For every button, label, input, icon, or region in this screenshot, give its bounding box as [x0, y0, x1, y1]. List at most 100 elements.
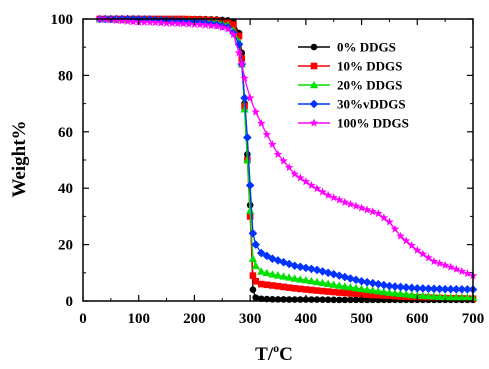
y-tick-label: 100 — [51, 12, 74, 28]
data-point — [335, 289, 343, 296]
data-point — [235, 32, 243, 40]
data-point — [273, 256, 283, 265]
data-point — [429, 257, 439, 266]
data-point — [230, 21, 237, 28]
data-point — [341, 289, 349, 297]
data-point — [212, 21, 221, 30]
legend-label: 10% DDGS — [337, 59, 402, 74]
data-point — [369, 291, 377, 299]
data-point — [407, 290, 416, 299]
y-tick-label: 0 — [66, 294, 74, 310]
data-point — [396, 282, 405, 292]
data-point — [248, 254, 258, 262]
data-point — [396, 231, 405, 240]
data-point — [363, 291, 371, 298]
data-point — [273, 271, 283, 279]
series-2 — [96, 15, 477, 303]
data-point — [413, 245, 422, 254]
data-point — [173, 19, 182, 28]
data-point — [435, 284, 444, 294]
data-point — [329, 269, 339, 279]
data-point — [429, 284, 439, 294]
data-point — [252, 294, 260, 301]
x-tick-label: 600 — [406, 311, 429, 327]
data-point — [401, 236, 411, 245]
data-point — [446, 284, 456, 294]
data-point — [424, 291, 433, 300]
data-point — [324, 279, 333, 287]
data-point — [280, 283, 287, 291]
data-point — [418, 284, 428, 293]
data-point — [290, 274, 299, 282]
data-point — [374, 286, 383, 295]
data-point — [128, 17, 138, 26]
data-point — [284, 163, 294, 172]
data-point — [452, 293, 461, 301]
series-3 — [95, 14, 478, 301]
data-point — [340, 197, 350, 206]
data-point — [262, 268, 271, 277]
data-point — [357, 284, 366, 293]
data-point — [435, 292, 444, 301]
data-point — [240, 105, 249, 113]
data-point — [301, 177, 311, 186]
data-point — [318, 278, 327, 287]
x-axis-title: T/oC — [255, 341, 293, 365]
x-tick-label: 200 — [183, 311, 206, 327]
data-point — [245, 93, 255, 102]
data-point — [252, 277, 260, 285]
data-point — [162, 18, 171, 27]
data-point — [301, 263, 311, 273]
data-point — [386, 292, 393, 300]
data-point — [140, 17, 149, 26]
data-point — [346, 199, 355, 208]
data-point — [358, 290, 365, 298]
data-point — [329, 193, 338, 202]
series-5 — [95, 14, 478, 280]
data-point — [335, 281, 344, 289]
x-tick-label: 400 — [295, 311, 318, 327]
series-line — [99, 18, 473, 301]
legend-marker — [309, 99, 319, 109]
x-tick-label: 500 — [350, 311, 373, 327]
data-point — [256, 248, 266, 258]
legend-entry-4: 30%vDDGS — [298, 97, 406, 112]
data-point — [295, 262, 305, 272]
data-point — [312, 184, 322, 193]
data-point — [285, 273, 294, 281]
data-point — [323, 268, 333, 278]
data-point — [385, 217, 394, 226]
data-point — [307, 276, 316, 285]
data-point — [319, 287, 326, 295]
data-point — [201, 20, 210, 29]
data-point — [318, 187, 327, 196]
series-line — [99, 18, 474, 299]
x-axis-title-main: T/ — [255, 344, 274, 365]
data-point — [167, 18, 177, 28]
x-axis-title-sup: o — [273, 341, 279, 355]
x-axis-title-unit: C — [279, 344, 293, 365]
data-point — [340, 282, 349, 290]
data-point — [463, 293, 472, 301]
data-point — [457, 293, 466, 301]
data-point — [249, 272, 257, 279]
data-point — [184, 19, 194, 28]
data-point — [313, 287, 321, 294]
legend: 0% DDGS 10% DDGS 20% DDGS 30%vDDGS 100% DDGS — [298, 40, 409, 131]
data-point — [424, 284, 433, 293]
data-point — [117, 16, 127, 25]
legend-label: 0% DDGS — [337, 40, 396, 55]
legend-label: 100% DDGS — [337, 116, 409, 131]
data-point — [368, 278, 378, 288]
x-tick-label: 0 — [79, 311, 87, 327]
data-point — [351, 201, 361, 210]
data-point — [390, 224, 400, 233]
data-point — [308, 286, 315, 294]
data-point — [390, 289, 400, 297]
data-point — [279, 156, 288, 165]
x-tick-label: 700 — [462, 311, 485, 327]
data-point — [257, 118, 266, 127]
data-point — [151, 18, 160, 27]
data-point — [145, 17, 155, 27]
data-point — [251, 107, 260, 116]
